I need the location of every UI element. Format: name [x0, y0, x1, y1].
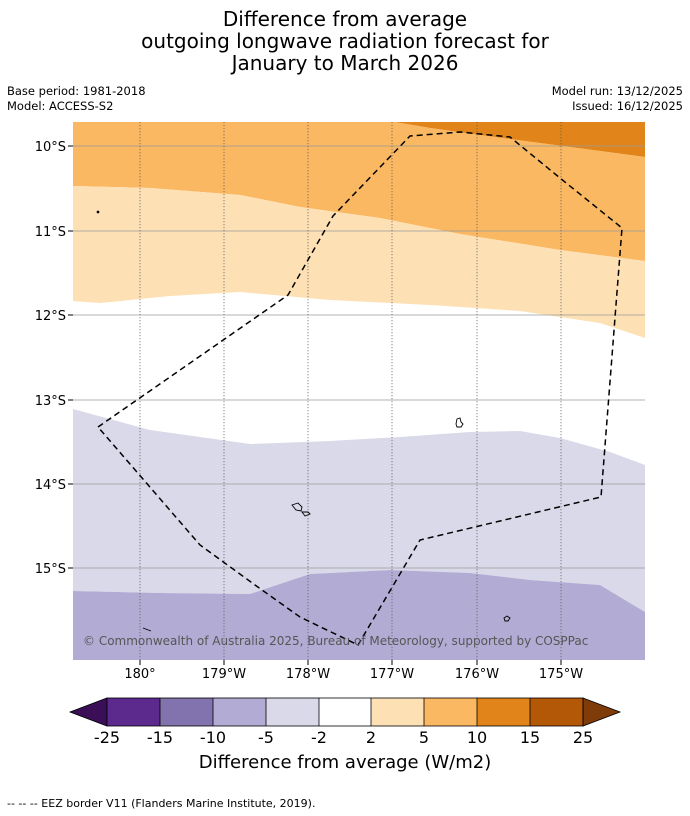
lat-label-10s: 10°S	[35, 140, 66, 155]
islands	[96, 210, 511, 632]
latitude-ticks	[68, 145, 73, 569]
longitude-ticks	[139, 660, 562, 665]
latitude-gridlines	[73, 145, 645, 569]
lon-label-178w: 178°W	[286, 667, 330, 682]
colorbar-segment	[160, 698, 213, 726]
lon-label-176w: 176°W	[455, 667, 499, 682]
island-dot-nw	[96, 210, 100, 214]
copyright-notice: © Commonwealth of Australia 2025, Bureau…	[83, 634, 588, 648]
band-minus2-to-minus5	[73, 409, 645, 612]
colorbar-segment	[107, 698, 160, 726]
colorbar-tick-label: -15	[147, 728, 173, 747]
colorbar-tick-label: -5	[258, 728, 274, 747]
title-line-2: outgoing longwave radiation forecast for	[141, 29, 549, 53]
colorbar-tick-label: 2	[366, 728, 376, 747]
colorbar-tick-labels: -25 -15 -10 -5 -2 2 5 10 15 25	[94, 728, 593, 747]
colorbar-tick-label: 10	[467, 728, 487, 747]
colorbar-tick-label: -10	[200, 728, 226, 747]
colorbar-tick-label: 15	[520, 728, 540, 747]
colorbar-segment	[266, 698, 319, 726]
lon-label-180: 180°	[124, 667, 155, 682]
lat-label-15s: 15°S	[35, 562, 66, 577]
colorbar-title: Difference from average (W/m2)	[198, 752, 492, 773]
band-5-to-10-main	[73, 122, 645, 261]
title-line-1: Difference from average	[222, 7, 468, 31]
lon-label-175w: 175°W	[539, 667, 583, 682]
lon-label-179w: 179°W	[202, 667, 246, 682]
model-name: Model: ACCESS-S2	[7, 99, 114, 113]
colorbar-segment	[213, 698, 266, 726]
latitude-labels: 10°S 11°S 12°S 13°S 14°S 15°S	[35, 140, 66, 577]
island-small-east	[503, 615, 511, 622]
lat-label-13s: 13°S	[35, 394, 66, 409]
band-10-to-15	[395, 122, 645, 157]
colorbar-segment	[371, 698, 424, 726]
meta-left: Base period: 1981-2018 Model: ACCESS-S2	[7, 84, 146, 114]
colorbar-tick-label: -25	[94, 728, 120, 747]
chart-title: Difference from average outgoing longwav…	[0, 8, 690, 74]
map-plot-area: © Commonwealth of Australia 2025, Bureau…	[73, 122, 645, 660]
base-period: Base period: 1981-2018	[7, 84, 146, 98]
island-small-sw	[142, 627, 152, 632]
meta-right: Model run: 13/12/2025 Issued: 16/12/2025	[552, 84, 683, 114]
lat-label-12s: 12°S	[35, 309, 66, 324]
band-2-to-5	[73, 186, 645, 338]
colorbar-dividers	[106, 697, 584, 727]
colorbar-tick-label: -2	[311, 728, 327, 747]
band-minus5-to-minus10	[73, 570, 645, 660]
colorbar-extend-high	[582, 697, 622, 727]
lat-label-11s: 11°S	[35, 225, 66, 240]
title-line-3: January to March 2026	[231, 51, 459, 75]
lon-label-177w: 177°W	[370, 667, 414, 682]
island-upolu	[291, 502, 303, 512]
island-wallis-futuna-east	[455, 417, 464, 428]
colorbar: -25 -15 -10 -5 -2 2 5 10 15 25	[68, 697, 622, 747]
colorbar-segment	[319, 698, 371, 726]
colorbar-segment	[477, 698, 530, 726]
island-savaii	[301, 511, 311, 517]
issued-date: Issued: 16/12/2025	[572, 99, 683, 113]
model-run: Model run: 13/12/2025	[551, 84, 683, 98]
lat-label-14s: 14°S	[35, 478, 66, 493]
eez-footnote: -- -- -- EEZ border V11 (Flanders Marine…	[7, 797, 316, 810]
colorbar-tick-label: 5	[419, 728, 429, 747]
colorbar-tick-label: 25	[573, 728, 593, 747]
colorbar-extend-low	[68, 697, 108, 727]
longitude-labels: 180° 179°W 178°W 177°W 176°W 175°W	[124, 667, 583, 682]
colorbar-segment	[424, 698, 477, 726]
colorbar-segment	[530, 698, 583, 726]
